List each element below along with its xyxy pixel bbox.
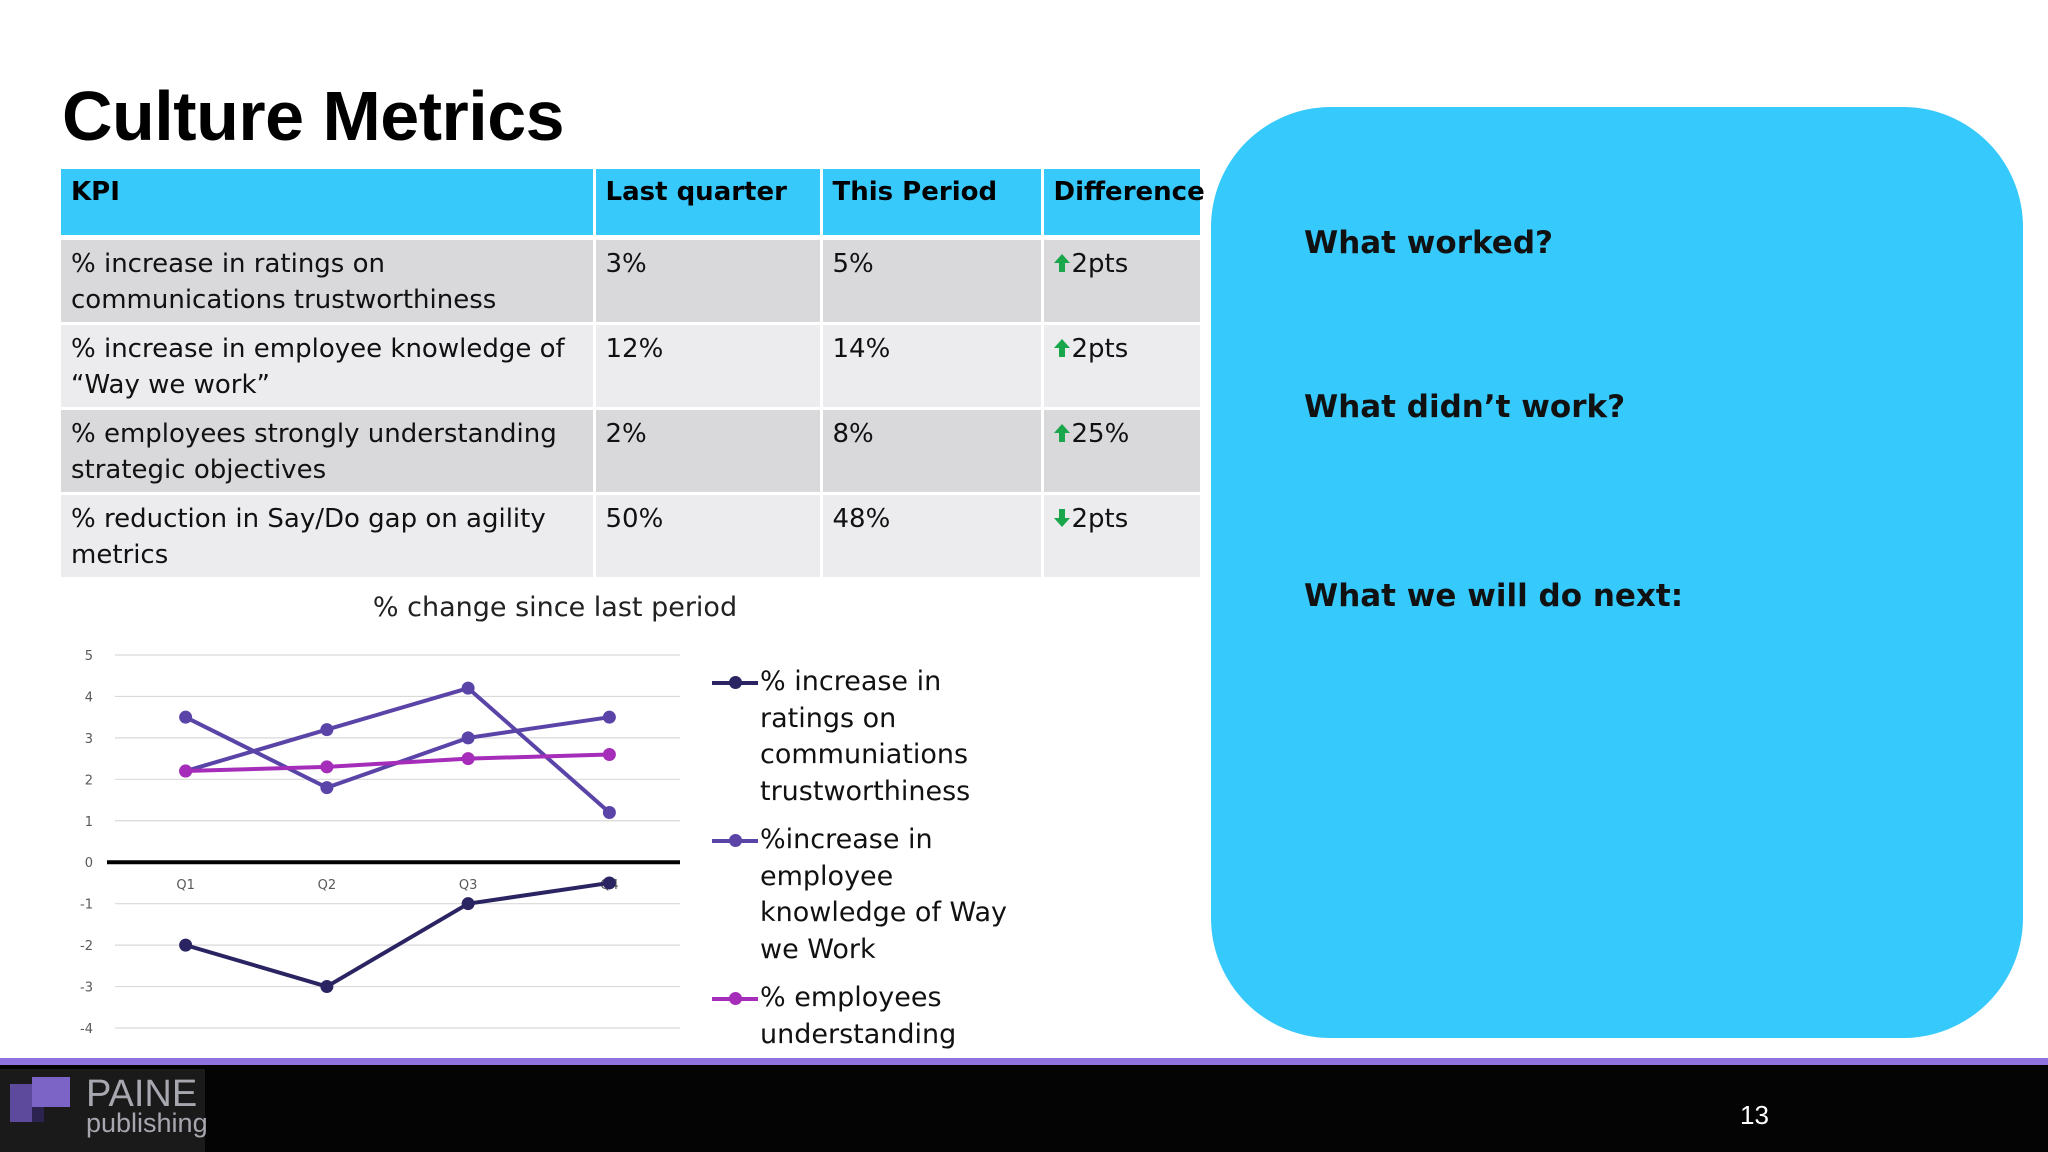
kpi-cell: % increase in ratings on communications … [61, 236, 594, 324]
last-quarter-cell: 50% [592, 492, 821, 577]
x-tick-label: Q3 [459, 878, 478, 893]
what-didnt-work-heading: What didn’t work? [1304, 389, 1626, 425]
difference-cell: 25% [1040, 407, 1200, 494]
logo-mark-icon [32, 1107, 44, 1122]
kpi-cell: % employees strongly understanding strat… [61, 407, 594, 494]
header-last-quarter: Last quarter [592, 169, 821, 240]
header-difference: Difference [1040, 169, 1205, 240]
table-header-row: KPI Last quarter This Period Difference [61, 169, 1205, 240]
y-tick-label: 2 [85, 773, 93, 788]
arrow-up-icon [1053, 246, 1070, 282]
data-point [179, 938, 193, 952]
this-period-cell: 8% [819, 407, 1042, 494]
legend-swatch [712, 676, 758, 689]
table-row: % increase in ratings on communications … [61, 236, 1200, 324]
arrow-up-icon [1053, 416, 1070, 452]
series-line [185, 880, 610, 989]
data-point [461, 681, 475, 695]
y-tick-label: 5 [85, 649, 93, 664]
legend-item: %increase in employee knowledge of Way w… [712, 822, 1042, 968]
this-period-cell: 14% [819, 322, 1042, 409]
slide-title: Culture Metrics [62, 77, 565, 155]
data-point [602, 747, 616, 761]
what-next-heading: What we will do next: [1304, 578, 1684, 614]
last-quarter-cell: 3% [592, 236, 821, 324]
x-tick-label: Q2 [318, 878, 337, 893]
arrow-down-icon [1053, 501, 1070, 537]
y-tick-label: 0 [85, 856, 93, 871]
last-quarter-cell: 2% [592, 407, 821, 494]
table-row: % increase in employee knowledge of “Way… [61, 322, 1200, 409]
difference-value: 2pts [1071, 334, 1129, 364]
legend-item: % increase in ratings on communiations t… [712, 664, 1042, 810]
logo-mark-icon [10, 1084, 32, 1122]
kpi-cell: % increase in employee knowledge of “Way… [61, 322, 594, 409]
table-row: % reduction in Say/Do gap on agility met… [61, 492, 1200, 577]
y-tick-label: -2 [80, 939, 93, 954]
legend-label: % increase in ratings on communiations t… [760, 666, 971, 807]
this-period-cell: 5% [819, 236, 1042, 324]
footer-bar [0, 1065, 2048, 1152]
data-point [461, 897, 475, 911]
chart-legend: % increase in ratings on communiations t… [712, 664, 1042, 1102]
difference-value: 2pts [1071, 504, 1129, 534]
data-point [602, 710, 616, 724]
difference-value: 25% [1071, 419, 1130, 449]
y-tick-label: 3 [85, 732, 93, 747]
arrow-up-icon [1053, 331, 1070, 367]
y-tick-label: -3 [80, 981, 93, 996]
kpi-table: KPI Last quarter This Period Difference … [61, 169, 1205, 577]
y-tick-label: 4 [85, 690, 93, 705]
footer-accent-line [0, 1058, 2048, 1065]
data-point [320, 980, 334, 994]
data-point [461, 731, 475, 745]
logo-subtext: publishing [86, 1108, 208, 1138]
difference-value: 2pts [1071, 249, 1129, 279]
logo-mark-icon [32, 1077, 70, 1107]
chart-title: % change since last period [372, 592, 738, 623]
x-tick-label: Q1 [176, 878, 195, 893]
legend-swatch [712, 834, 758, 847]
header-kpi: KPI [61, 169, 594, 240]
table-row: % employees strongly understanding strat… [61, 407, 1200, 494]
data-point [179, 764, 193, 778]
last-quarter-cell: 12% [592, 322, 821, 409]
logo-text: PAINE [86, 1073, 198, 1115]
difference-cell: 2pts [1040, 322, 1200, 409]
what-worked-heading: What worked? [1304, 225, 1553, 261]
data-point [320, 781, 334, 795]
data-point [461, 752, 475, 766]
paine-publishing-logo: PAINE publishing [0, 1069, 208, 1152]
y-tick-label: -4 [80, 1022, 93, 1037]
difference-cell: 2pts [1040, 492, 1200, 577]
legend-swatch [712, 992, 758, 1005]
difference-cell: 2pts [1040, 236, 1200, 324]
y-tick-label: -1 [80, 898, 93, 913]
y-tick-label: 1 [85, 815, 93, 830]
this-period-cell: 48% [819, 492, 1042, 577]
legend-label: %increase in employee knowledge of Way w… [760, 824, 1008, 965]
data-point [602, 805, 616, 819]
data-point [320, 723, 334, 737]
series-line [185, 752, 610, 774]
kpi-cell: % reduction in Say/Do gap on agility met… [61, 492, 594, 577]
data-point [602, 876, 616, 890]
reflection-panel: What worked? What didn’t work? What we w… [1211, 107, 2023, 1038]
page-number: 13 [1740, 1100, 1769, 1130]
header-this-period: This Period [819, 169, 1042, 240]
data-point [320, 760, 334, 774]
data-point [179, 710, 193, 724]
